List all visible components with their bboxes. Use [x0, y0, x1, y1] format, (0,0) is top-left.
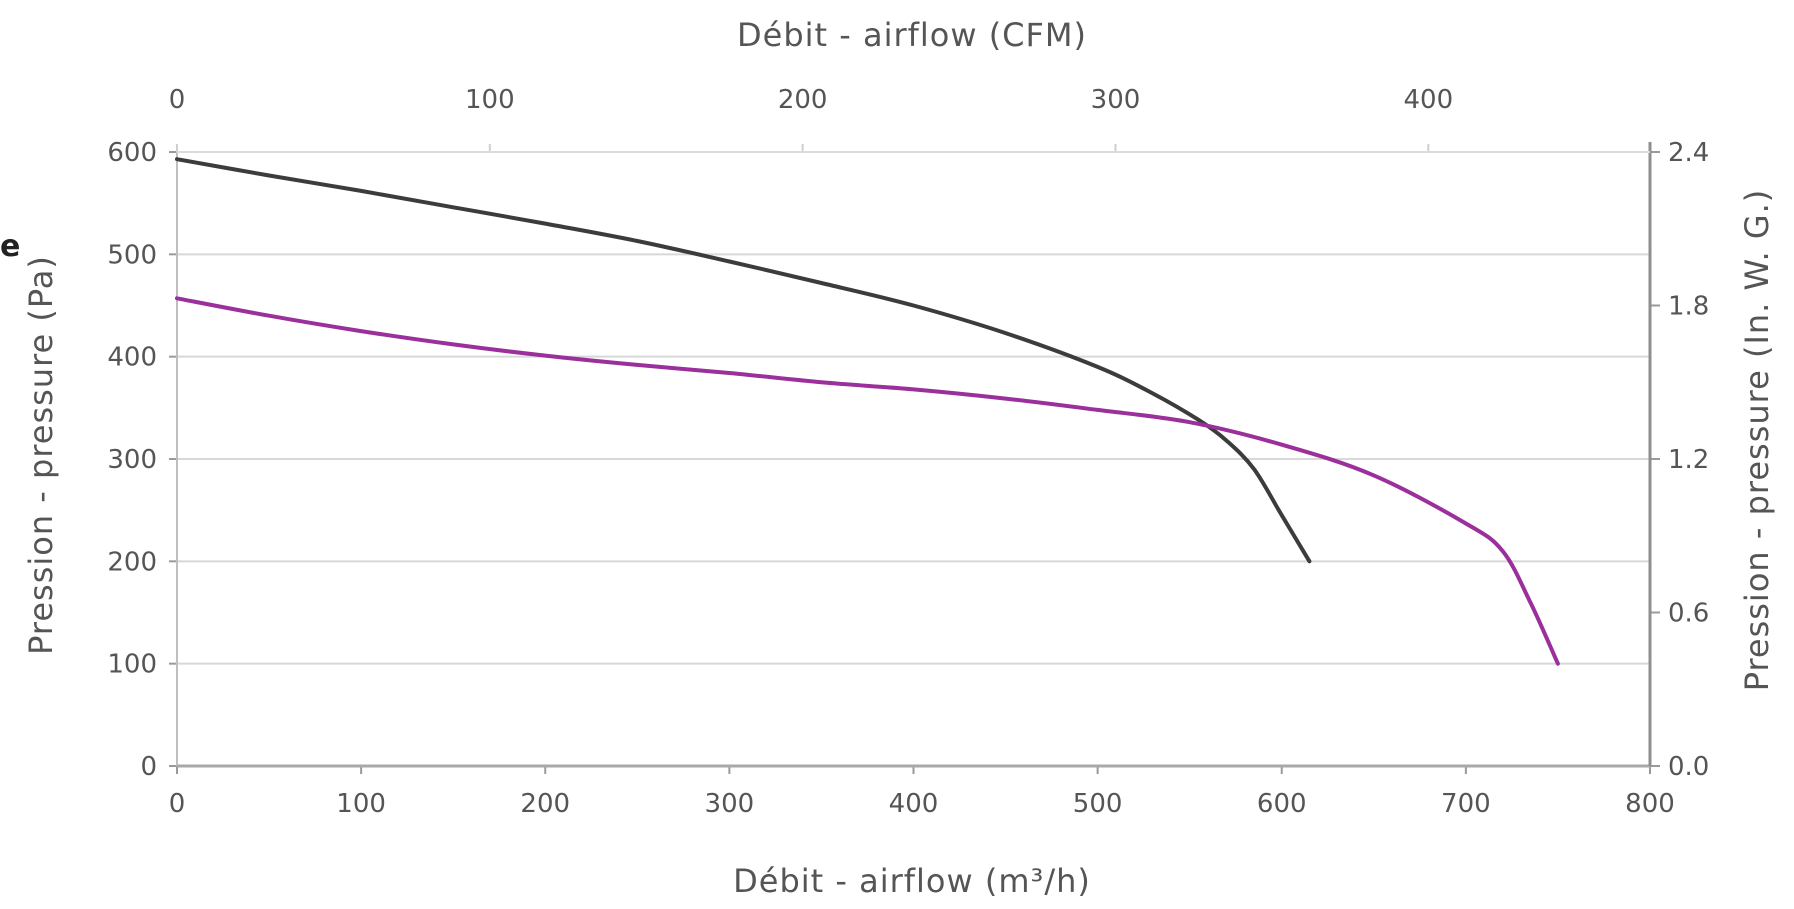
y-tick-label: 100	[107, 650, 157, 680]
corner-mark: e	[0, 229, 20, 264]
top-x-tick-label: 400	[1403, 85, 1453, 115]
x-tick-label: 0	[169, 789, 186, 819]
series-lines	[175, 157, 1560, 666]
y-tick-label: 200	[107, 547, 157, 577]
top-x-tick-label: 300	[1091, 85, 1141, 115]
x-axis-title: Débit - airflow (m³/h)	[733, 862, 1091, 900]
y-tick-label: 0	[140, 752, 157, 782]
right-y-axis-title: Pression - pressure (In. W. G.)	[1738, 189, 1776, 692]
x-tick-label: 200	[520, 789, 570, 819]
y-tick-label: 600	[107, 138, 157, 168]
x-tick-label: 800	[1625, 789, 1675, 819]
right-y-tick-label: 0.0	[1668, 752, 1709, 782]
axes	[169, 142, 1660, 774]
right-y-tick-label: 0.6	[1668, 599, 1709, 629]
tick-labels: 0 100 200 300 400 500 600 0.0 0.6 1.2 1.8 2.4 0 100 20…	[107, 85, 1709, 819]
x-tick-label: 400	[889, 789, 939, 819]
top-x-axis-title: Débit - airflow (CFM)	[737, 16, 1087, 54]
right-y-tick-label: 1.2	[1668, 445, 1709, 475]
y-tick-label: 400	[107, 343, 157, 373]
series-1-line	[175, 157, 1312, 564]
x-tick-label: 300	[705, 789, 755, 819]
top-x-tick-label: 0	[169, 85, 186, 115]
series-2-line	[175, 296, 1560, 666]
y-axis-title: Pression - pressure (Pa)	[22, 255, 60, 655]
x-tick-label: 100	[336, 789, 386, 819]
x-tick-label: 500	[1073, 789, 1123, 819]
top-x-tick-label: 100	[465, 85, 515, 115]
x-tick-label: 700	[1441, 789, 1491, 819]
y-tick-label: 500	[107, 240, 157, 270]
right-y-tick-label: 2.4	[1668, 138, 1709, 168]
x-tick-label: 600	[1257, 789, 1307, 819]
top-x-tick-label: 200	[778, 85, 828, 115]
y-tick-label: 300	[107, 445, 157, 475]
gridlines	[177, 151, 1650, 767]
right-y-tick-label: 1.8	[1668, 292, 1709, 322]
